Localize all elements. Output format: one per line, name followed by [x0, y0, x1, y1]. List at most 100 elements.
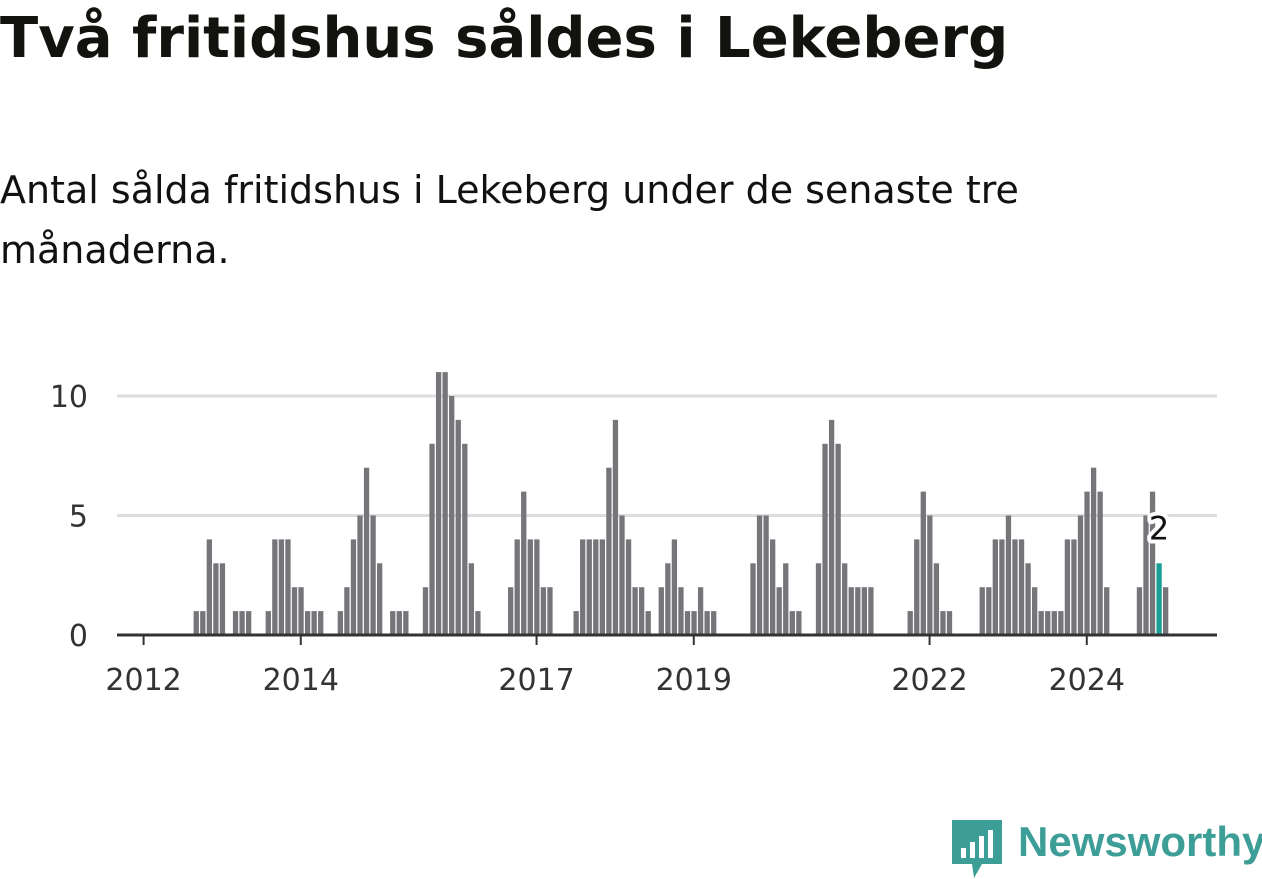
- bar: [756, 515, 763, 635]
- bar: [239, 611, 245, 635]
- bar: [763, 515, 769, 635]
- bar: [429, 443, 435, 635]
- bar: [920, 491, 926, 635]
- bar: [933, 563, 940, 635]
- bar: [396, 611, 402, 635]
- bar: [861, 587, 867, 635]
- bar: [639, 587, 645, 635]
- bar: [370, 515, 376, 635]
- bar: [796, 611, 802, 635]
- x-tick-label: 2019: [656, 663, 732, 698]
- bar: [337, 611, 343, 635]
- bar: [1064, 539, 1071, 635]
- bar: [1032, 587, 1038, 635]
- bar: [1038, 611, 1044, 635]
- bar: [449, 396, 455, 635]
- bar: [1077, 515, 1084, 635]
- bar: [304, 611, 311, 635]
- x-tick-label: 2022: [891, 663, 967, 698]
- bar: [1090, 467, 1097, 635]
- bar: [377, 563, 383, 635]
- bar: [403, 611, 409, 635]
- x-tick-label: 2012: [105, 663, 181, 698]
- bar: [462, 443, 468, 635]
- chart-title: Två fritidshus såldes i Lekeberg: [0, 6, 1009, 71]
- bar: [1025, 563, 1031, 635]
- bar: [363, 467, 370, 635]
- brand-name: Newsworthy: [1018, 818, 1262, 865]
- bar: [318, 611, 324, 635]
- bar: [1005, 515, 1012, 635]
- bar: [625, 539, 632, 635]
- bar: [350, 539, 357, 635]
- y-tick-label: 0: [69, 619, 88, 654]
- bar: [278, 539, 285, 635]
- bar: [1051, 611, 1057, 635]
- bar: [1058, 611, 1064, 635]
- bar: [815, 563, 822, 635]
- bar: [219, 563, 226, 635]
- y-tick-label: 5: [69, 500, 88, 535]
- bar: [1143, 515, 1149, 635]
- x-tick-label: 2014: [263, 663, 339, 698]
- bar: [547, 587, 553, 635]
- bar: [658, 587, 664, 635]
- bar: [442, 372, 448, 635]
- bar: [940, 611, 946, 635]
- bar: [691, 611, 697, 635]
- y-axis-ticks: 0 5 10: [50, 380, 88, 654]
- bar: [344, 587, 350, 635]
- data-label-halo: 2: [1149, 509, 1169, 547]
- bar: [822, 443, 828, 635]
- bar: [848, 587, 854, 635]
- bar: [1163, 587, 1169, 635]
- bar: [770, 539, 776, 635]
- bar: [776, 587, 782, 635]
- bar: [1084, 491, 1090, 635]
- bar: [678, 587, 684, 635]
- bar: [992, 539, 998, 635]
- bar: [1149, 491, 1156, 635]
- bar: [1104, 587, 1110, 635]
- bar: [612, 419, 619, 635]
- bar: [1012, 539, 1018, 635]
- bar: [291, 587, 298, 635]
- newsworthy-logo-icon: [952, 820, 1002, 878]
- bar: [1018, 539, 1025, 635]
- bar: [868, 587, 874, 635]
- bar: [285, 539, 291, 635]
- bar: [580, 539, 586, 635]
- bar: [599, 539, 605, 635]
- bar: [573, 611, 579, 635]
- y-tick-label: 10: [50, 380, 88, 415]
- bar: [1097, 491, 1103, 635]
- bar: [907, 611, 913, 635]
- highlight-bar: [1156, 563, 1162, 635]
- bar: [200, 611, 206, 635]
- bar: [206, 539, 212, 635]
- bar: [946, 611, 953, 635]
- bar: [390, 611, 396, 635]
- x-tick-label: 2017: [498, 663, 574, 698]
- bar: [586, 539, 592, 635]
- bar: [783, 563, 789, 635]
- bar: [1071, 539, 1077, 635]
- bar: [671, 539, 678, 635]
- bar-chart: 0 5 10 2012 2014 2017 2019 2022 2024 22: [50, 372, 1217, 698]
- bar: [697, 587, 704, 635]
- bar: [1045, 611, 1051, 635]
- bar: [475, 611, 481, 635]
- bar: [468, 563, 474, 635]
- bar: [606, 467, 612, 635]
- bar: [540, 587, 547, 635]
- bar: [527, 539, 533, 635]
- bar: [514, 539, 520, 635]
- bar: [298, 587, 304, 635]
- bar: [704, 611, 710, 635]
- bar: [789, 611, 795, 635]
- x-axis-ticks: 2012 2014 2017 2019 2022 2024: [105, 633, 1217, 698]
- bar: [593, 539, 599, 635]
- bar: [311, 611, 317, 635]
- bar: [357, 515, 363, 635]
- bar: [272, 539, 278, 635]
